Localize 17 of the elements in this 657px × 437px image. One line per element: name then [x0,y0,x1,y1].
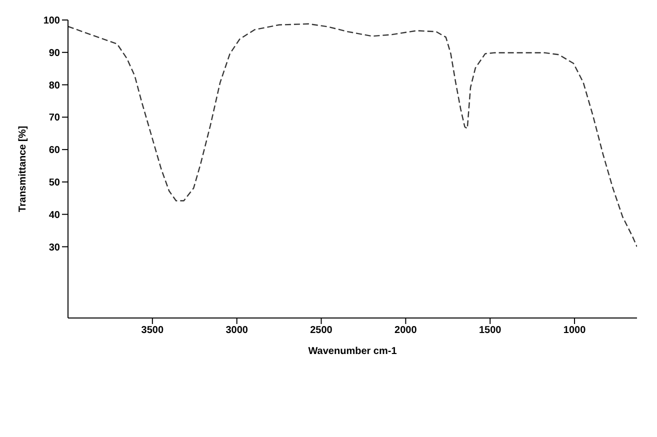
y-tick-label: 60 [48,145,60,156]
y-tick-label: 50 [48,178,60,189]
x-axis-title: Wavenumber cm-1 [308,346,398,357]
y-tick-label: 40 [48,210,60,221]
y-axis-title: Transmittance [%] [18,126,29,212]
x-tick-label: 2000 [394,325,418,336]
y-tick-label: 100 [43,16,60,27]
y-tick-label: 80 [48,80,60,92]
x-tick-label: 1000 [563,325,586,336]
y-tick-label: 70 [48,112,60,124]
y-tick-label: 30 [48,242,60,254]
line-series [68,23,637,248]
y-tick-label: 90 [48,48,60,59]
x-tick-label: 3000 [226,325,248,336]
x-tick-label: 1500 [478,325,502,336]
x-tick-label: 3500 [141,325,164,336]
x-tick-label: 2500 [310,325,333,336]
